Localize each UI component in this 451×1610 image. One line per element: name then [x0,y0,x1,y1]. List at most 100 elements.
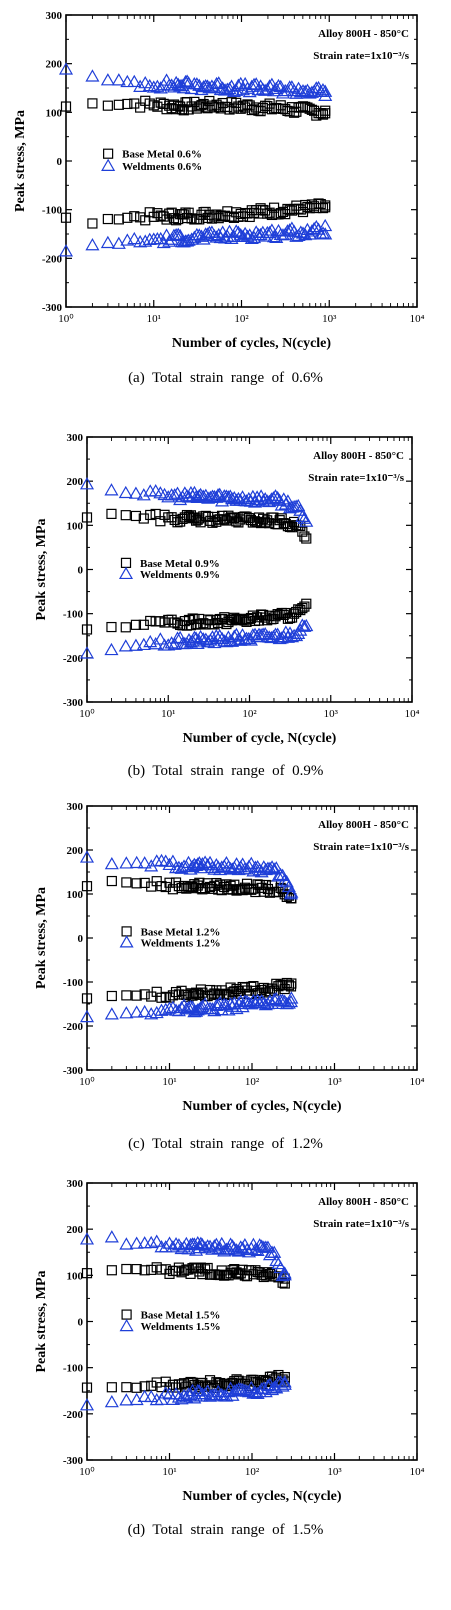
data-point-triangle [224,231,239,244]
data-point-triangle [278,625,293,638]
data-point-square [106,1382,117,1393]
data-point-triangle [266,629,281,643]
data-point-triangle [212,629,227,642]
x-axis-label: Number of cycles, N(cycle) [182,1099,341,1114]
data-point-square [120,622,131,633]
data-point-triangle [284,885,299,898]
data-point-triangle [128,486,143,499]
data-point-triangle [120,74,135,88]
data-point-square [301,533,312,544]
data-point-triangle [157,487,172,501]
data-point-square [139,989,150,1000]
data-point-triangle [254,1239,269,1252]
data-point-square [131,1263,142,1275]
y-tick-label: 0 [78,565,84,577]
y-tick-label: 0 [78,933,84,945]
legend-marker-triangle [101,158,116,171]
data-point-square [139,1265,150,1276]
data-point-square [152,208,163,219]
data-point-square [138,619,149,630]
data-point-square [211,516,222,527]
data-point-square [283,980,294,991]
legend-label: Base Metal 1.5% [141,1310,221,1322]
data-point-triangle [284,991,299,1004]
data-point-triangle [119,1006,134,1019]
data-point-triangle [231,491,246,505]
y-tick-label: 100 [67,1270,84,1282]
data-point-square [160,991,171,1002]
data-point-square [194,877,205,888]
x-tick-label: 10³ [327,1466,342,1478]
data-point-triangle [127,231,142,245]
data-point-square [129,211,140,222]
chart-title: Alloy 800H - 850°C [318,1196,409,1208]
y-tick-label: 200 [67,845,84,857]
data-point-square [320,105,331,116]
legend-label: Base Metal 1.2% [141,926,221,938]
x-tick-label: 10⁰ [58,313,74,325]
legend-marker-square [121,926,132,937]
data-point-triangle [309,219,324,233]
data-point-square [197,884,208,895]
data-point-triangle [153,81,168,94]
data-point-square [102,100,113,111]
data-point-triangle [129,1005,144,1018]
legend-label: Base Metal 0.9% [140,558,220,570]
legend: Base Metal 0.9%Weldments 0.9% [118,557,220,581]
x-tick-label: 10¹ [161,708,175,720]
data-point-square [106,875,117,887]
data-point-triangle [133,79,148,92]
chart-panel-3: -300 -200 -100 0 100 200 300 10⁰ 10¹ 10² 10³ 10⁴ Num… [34,801,425,1114]
data-point-square [81,881,93,892]
data-point-square [169,514,180,525]
data-point-square [159,617,170,628]
legend: Base Metal 1.5%Weldments 1.5% [119,1309,221,1333]
y-axis-label: Peak stress, MPa [34,887,49,989]
data-point-triangle [129,1236,144,1249]
data-point-square [113,214,124,225]
data-point-triangle [268,489,283,502]
chart-title: Alloy 800H - 850°C [318,28,409,40]
data-point-triangle [129,855,144,869]
data-point-square [106,1265,117,1276]
x-tick-label: 10⁰ [79,1466,95,1478]
data-point-triangle [318,84,333,97]
x-tick-label: 10⁴ [410,1466,425,1478]
data-point-triangle [275,86,291,99]
y-axis-label: Peak stress, MPa [13,110,28,212]
data-point-square [122,98,133,110]
data-point-square [87,218,98,229]
data-point-triangle [274,498,289,511]
data-point-square [194,989,205,1000]
data-point-triangle [318,227,333,240]
data-point-triangle [192,1384,207,1397]
x-tick-label: 10³ [324,708,339,720]
data-point-triangle [171,860,186,873]
data-point-triangle [85,238,100,251]
data-point-triangle [154,853,169,867]
data-point-triangle [144,1007,159,1020]
data-point-square [130,619,142,630]
data-point-square [187,990,198,1001]
data-point-square [131,878,142,889]
series-weldments [79,1230,292,1411]
x-tick-label: 10⁴ [410,313,425,325]
data-point-square [81,1382,93,1393]
figure-caption: (d) Total strain range of 1.5% [127,1522,324,1538]
data-point-square [166,614,177,625]
data-point-square [299,531,310,542]
data-point-triangle [250,993,265,1006]
x-tick-label: 10⁴ [410,1076,425,1088]
series-base-metal [81,508,312,635]
data-point-triangle [111,73,126,86]
data-point-triangle [162,857,177,871]
data-point-triangle [262,1247,277,1261]
y-tick-label: 200 [67,476,84,488]
data-point-triangle [137,1004,152,1018]
y-tick-label: -100 [63,977,84,989]
data-point-square [81,1268,93,1279]
data-point-square [60,212,72,223]
y-tick-label: -100 [42,205,63,217]
data-point-triangle [193,1236,208,1249]
